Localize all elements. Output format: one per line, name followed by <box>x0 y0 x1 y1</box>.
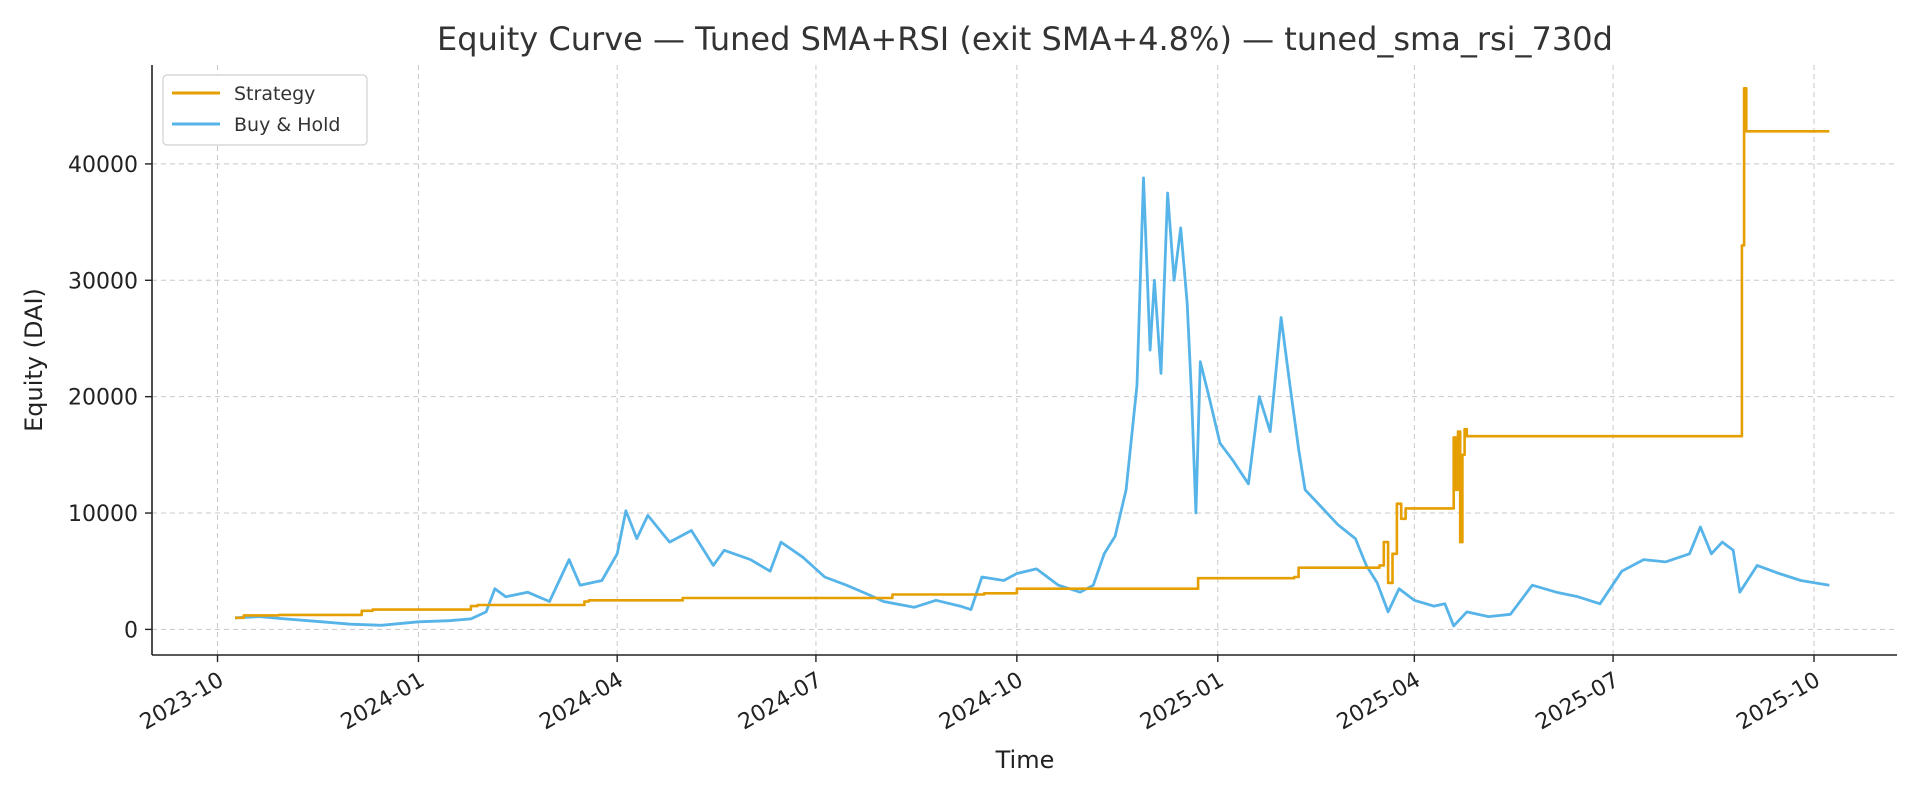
series-line-buy-hold <box>234 176 1830 628</box>
y-tick-label: 10000 <box>68 502 138 527</box>
x-tick-label: 2025-04 <box>1333 668 1425 736</box>
y-tick-label: 0 <box>124 618 138 643</box>
x-tick-label: 2025-01 <box>1136 668 1228 736</box>
x-tick-label: 2023-10 <box>136 668 228 736</box>
x-tick-label: 2024-07 <box>734 668 826 736</box>
y-axis-ticks: 0 10000 20000 30000 40000 <box>68 153 152 643</box>
x-tick-label: 2024-10 <box>935 668 1027 736</box>
x-axis-ticks: 2023-10 2024-01 2024-04 2024-07 2024-10 2025-… <box>136 655 1825 735</box>
series-line-strategy <box>235 87 1830 620</box>
x-tick-label: 2024-04 <box>536 668 628 736</box>
series-lines <box>234 87 1830 628</box>
legend: Strategy Buy & Hold <box>162 74 368 146</box>
x-tick-label: 2024-01 <box>337 668 429 736</box>
x-tick-label: 2025-10 <box>1733 668 1825 736</box>
y-tick-label: 30000 <box>68 269 138 294</box>
x-axis-label: Time <box>995 746 1055 774</box>
y-axis-label: Equity (DAI) <box>20 288 48 432</box>
axes <box>151 65 1897 656</box>
y-tick-label: 40000 <box>68 153 138 178</box>
legend-label-buy-hold: Buy & Hold <box>234 114 340 136</box>
legend-label-strategy: Strategy <box>234 83 315 105</box>
grid-lines <box>152 65 1897 655</box>
x-tick-label: 2025-07 <box>1532 668 1624 736</box>
y-tick-label: 20000 <box>68 386 138 411</box>
chart-title: Equity Curve — Tuned SMA+RSI (exit SMA+4… <box>437 20 1613 58</box>
